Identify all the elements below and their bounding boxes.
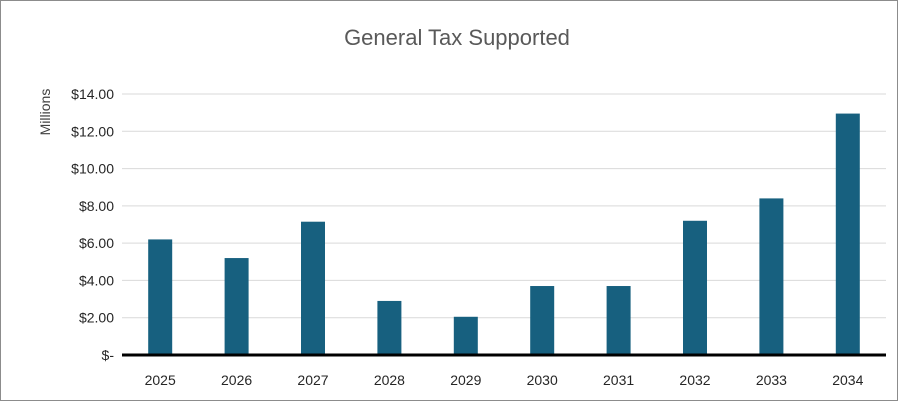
x-tick-label: 2028 (374, 372, 405, 388)
bar-2034 (835, 113, 860, 355)
x-tick-label: 2030 (527, 372, 558, 388)
chart-title: General Tax Supported (344, 25, 570, 50)
gridlines (122, 93, 886, 319)
y-tick-label: $- (102, 347, 115, 363)
bar-2031 (606, 286, 631, 355)
y-tick-label: $2.00 (79, 310, 114, 326)
bar-2027 (301, 221, 325, 355)
y-tick-label: $4.00 (79, 272, 114, 288)
y-tick-label: $6.00 (79, 235, 114, 251)
x-tick-label: 2025 (145, 372, 176, 388)
bar-2028 (377, 300, 402, 355)
bar-2030 (530, 286, 555, 355)
y-tick-label: $10.00 (71, 161, 114, 177)
bar-2032 (683, 220, 707, 355)
x-tick-label: 2032 (679, 372, 710, 388)
x-tick-label: 2033 (756, 372, 787, 388)
y-axis-label: Millions (37, 89, 53, 136)
x-tick-label: 2029 (450, 372, 481, 388)
bar-2033 (759, 198, 784, 355)
x-tick-label: 2026 (221, 372, 252, 388)
x-tick-label: 2034 (832, 372, 863, 388)
bar-2025 (148, 239, 173, 355)
bar-2026 (224, 258, 249, 355)
x-tick-label: 2027 (297, 372, 328, 388)
bars (148, 113, 860, 355)
y-tick-label: $8.00 (79, 198, 114, 214)
x-tick-label: 2031 (603, 372, 634, 388)
bar-2029 (453, 316, 478, 355)
y-tick-label: $14.00 (71, 86, 114, 102)
x-tick-labels: 2025 2026 2027 2028 2029 2030 2031 2032 2033 2034 (145, 372, 864, 388)
y-tick-labels: $- $2.00 $4.00 $6.00 $8.00 $10.00 $12.00 $14.00 (71, 86, 114, 363)
y-tick-label: $12.00 (71, 123, 114, 139)
